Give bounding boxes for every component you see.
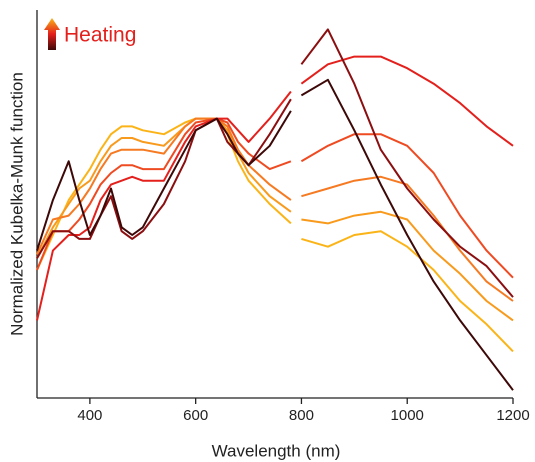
x-tick-label: 1200 bbox=[496, 407, 529, 424]
x-tick-label: 600 bbox=[183, 407, 208, 424]
series-line bbox=[36, 117, 514, 322]
heating-arrow bbox=[44, 18, 60, 50]
series-line bbox=[36, 78, 514, 391]
x-axis-label: Wavelength (nm) bbox=[212, 441, 341, 460]
series-line bbox=[36, 55, 514, 321]
x-tick-label: 800 bbox=[289, 407, 314, 424]
series-line bbox=[36, 117, 514, 302]
y-axis-label: Normalized Kubelka-Munk function bbox=[7, 72, 26, 336]
series-line bbox=[36, 117, 514, 279]
annotation: Heating bbox=[64, 24, 136, 47]
x-tick-label: 400 bbox=[77, 407, 102, 424]
x-tick-label: 1000 bbox=[391, 407, 424, 424]
series-line bbox=[36, 117, 514, 353]
